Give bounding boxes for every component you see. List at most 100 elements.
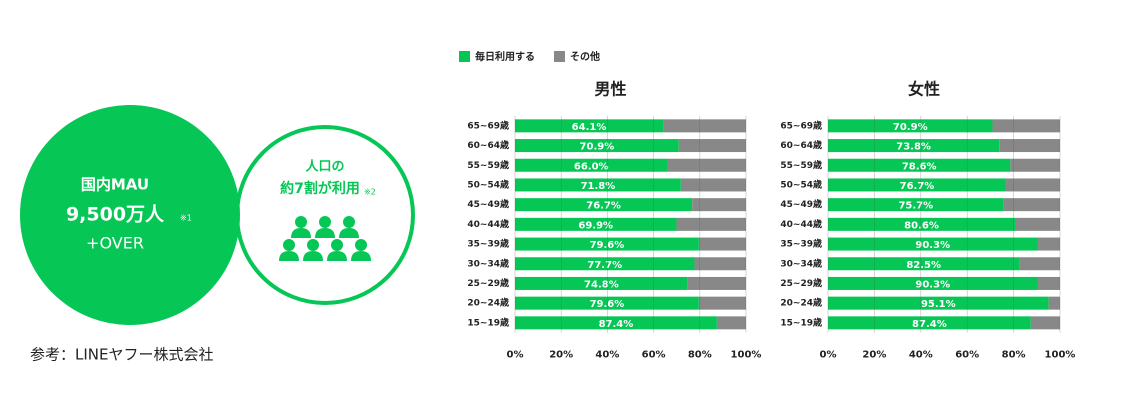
y-tick-label: 65~69歳 (780, 119, 822, 131)
legend-swatch (459, 51, 470, 62)
data-label: 78.6% (902, 161, 937, 172)
bar-segment (1010, 158, 1060, 172)
bar-segment (828, 316, 1031, 330)
bar-segment (828, 217, 1015, 231)
data-label: 80.6% (904, 220, 939, 231)
bar-segment (678, 139, 746, 153)
y-tick-label: 30~34歳 (780, 257, 822, 269)
data-label: 75.7% (898, 201, 933, 212)
x-tick-label: 20% (549, 350, 573, 361)
x-tick-label: 100% (1045, 350, 1076, 361)
y-tick-label: 50~54歳 (780, 178, 822, 190)
bar-segment (515, 296, 699, 310)
legend-label: その他 (570, 50, 600, 63)
x-tick-label: 40% (909, 350, 933, 361)
y-tick-label: 35~39歳 (780, 238, 822, 250)
bar-segment (515, 198, 693, 212)
data-label: 76.7% (900, 181, 935, 192)
y-tick-label: 20~24歳 (467, 297, 509, 309)
bar-segment (1048, 296, 1060, 310)
data-label: 64.1% (572, 122, 607, 133)
pop-circle (235, 125, 415, 305)
bar-segment (1030, 316, 1060, 330)
y-tick-label: 45~49歳 (467, 198, 509, 210)
bar-segment (515, 178, 681, 192)
data-label: 70.9% (893, 122, 928, 133)
y-tick-label: 55~59歳 (780, 159, 822, 171)
x-tick-label: 60% (642, 350, 666, 361)
mau-over: +OVER (86, 234, 144, 253)
mau-circle (20, 105, 240, 325)
bar-segment (1014, 217, 1060, 231)
bar-segment (515, 139, 679, 153)
bar-segment (828, 119, 993, 133)
legend-swatch (554, 51, 565, 62)
bar-segment (698, 296, 746, 310)
bar-segment (667, 158, 746, 172)
x-tick-label: 0% (507, 350, 524, 361)
bar-segment (515, 217, 677, 231)
bar-segment (515, 158, 668, 172)
data-label: 90.3% (915, 279, 950, 290)
source: 参考：LINEヤフー株式会社 (30, 346, 213, 364)
bar-segment (828, 139, 1000, 153)
y-tick-label: 15~19歳 (467, 316, 509, 328)
data-label: 87.4% (599, 319, 634, 330)
bar-segment (663, 119, 746, 133)
bar-segment (694, 257, 746, 271)
data-label: 90.3% (915, 240, 950, 251)
y-tick-label: 55~59歳 (467, 159, 509, 171)
data-label: 76.7% (586, 201, 621, 212)
bar-segment (515, 119, 664, 133)
y-tick-label: 45~49歳 (780, 198, 822, 210)
data-label: 70.9% (580, 142, 615, 153)
y-tick-label: 60~64歳 (467, 139, 509, 151)
y-tick-label: 15~19歳 (780, 316, 822, 328)
pop-line1: 人口の (305, 159, 344, 175)
y-tick-label: 25~29歳 (780, 277, 822, 289)
y-tick-label: 60~64歳 (780, 139, 822, 151)
y-tick-label: 25~29歳 (467, 277, 509, 289)
mau-note: ※1 (180, 214, 192, 223)
bar-segment (828, 237, 1038, 251)
people-icons (279, 216, 371, 261)
y-tick-label: 40~44歳 (467, 218, 509, 230)
x-tick-label: 80% (1002, 350, 1026, 361)
y-tick-label: 20~24歳 (780, 297, 822, 309)
bar-segment (515, 257, 695, 271)
y-tick-label: 35~39歳 (467, 238, 509, 250)
bar-segment (1019, 257, 1060, 271)
mau-title: 国内MAU (81, 176, 149, 194)
x-tick-label: 60% (955, 350, 979, 361)
data-label: 66.0% (574, 161, 609, 172)
x-tick-label: 20% (862, 350, 886, 361)
bar-segment (828, 276, 1038, 290)
mau-value: 9,500万人 (66, 204, 165, 226)
data-label: 73.8% (896, 142, 931, 153)
x-tick-label: 100% (731, 350, 762, 361)
data-label: 71.8% (581, 181, 616, 192)
data-label: 79.6% (590, 240, 625, 251)
y-tick-label: 40~44歳 (780, 218, 822, 230)
bar-segment (515, 276, 688, 290)
data-label: 87.4% (912, 319, 947, 330)
data-label: 69.9% (578, 220, 613, 231)
data-label: 77.7% (587, 260, 622, 271)
x-tick-label: 40% (595, 350, 619, 361)
bar-segment (1003, 198, 1060, 212)
bar-segment (676, 217, 746, 231)
y-tick-label: 50~54歳 (467, 178, 509, 190)
bar-segment (999, 139, 1060, 153)
x-tick-label: 80% (688, 350, 712, 361)
bar-segment (992, 119, 1060, 133)
y-tick-label: 30~34歳 (467, 257, 509, 269)
legend-label: 毎日利用する (475, 50, 535, 63)
bar-segment (828, 257, 1020, 271)
pop-line2: 約7割が利用 (280, 180, 360, 197)
bar-segment (680, 178, 746, 192)
chart-title: 男性 (594, 80, 626, 99)
bar-segment (828, 178, 1006, 192)
bar-segment (698, 237, 746, 251)
data-label: 95.1% (921, 299, 956, 310)
